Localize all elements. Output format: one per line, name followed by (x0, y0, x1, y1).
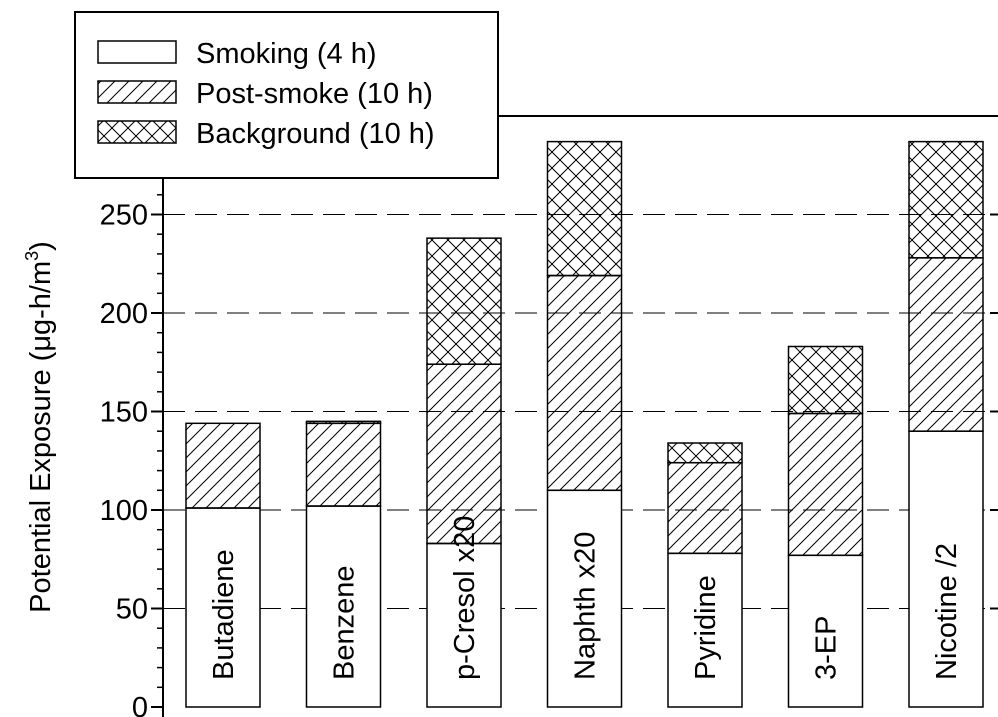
legend-label: Smoking (4 h) (196, 38, 377, 70)
bar-3-6 (787, 345, 864, 415)
legend-label: Background (10 h) (196, 118, 435, 150)
bar-3-2 (305, 420, 382, 425)
legend-swatch (97, 120, 177, 144)
category-label: Nicotine /2 (931, 543, 963, 680)
bar-3-3 (426, 237, 502, 365)
legend: Smoking (4 h) Post-smoke (10 h) Background… (74, 11, 499, 179)
y-tick-label: 50 (116, 594, 148, 626)
bar-2-5 (667, 461, 743, 555)
bar-1-7 (908, 430, 984, 708)
legend-swatch (97, 80, 177, 104)
category-label: 3-EP (811, 616, 843, 680)
y-tick-label: 0 (132, 692, 148, 717)
bar-2-6 (787, 412, 864, 557)
bar-1-5 (667, 552, 743, 708)
bar-3-7 (908, 140, 984, 259)
bar-3-5 (667, 442, 743, 464)
bar-2-4 (546, 274, 623, 492)
bar-2-2 (305, 422, 382, 507)
category-label: Pyridine (690, 575, 722, 680)
y-tick-label: 250 (100, 200, 148, 232)
y-axis-label: Potential Exposure (μg-h/m3) (22, 241, 57, 613)
category-label: Benzene (329, 566, 361, 681)
bar-2-7 (908, 257, 984, 432)
axes: 0 50 100 150 200 250 (100, 115, 998, 717)
category-label: p-Cresol x20 (449, 516, 481, 680)
bar-2-1 (185, 422, 261, 509)
y-tick-label: 200 (100, 298, 148, 330)
bars: Butadiene Benzene p-Cresol x20 Naphth x20 Py… (185, 140, 984, 708)
category-label: Butadiene (208, 549, 240, 680)
y-tick-label: 100 (100, 495, 148, 527)
legend-label: Post-smoke (10 h) (196, 78, 433, 110)
y-tick-label: 150 (100, 397, 148, 429)
bar-1-6 (787, 554, 864, 708)
legend-swatch (97, 40, 177, 64)
bar-1-1 (185, 507, 261, 708)
bar-1-3 (426, 542, 502, 708)
bar-1-4 (546, 489, 623, 708)
category-label: Naphth x20 (570, 532, 602, 680)
bar-2-3 (426, 363, 502, 545)
bar-3-4 (546, 140, 623, 277)
